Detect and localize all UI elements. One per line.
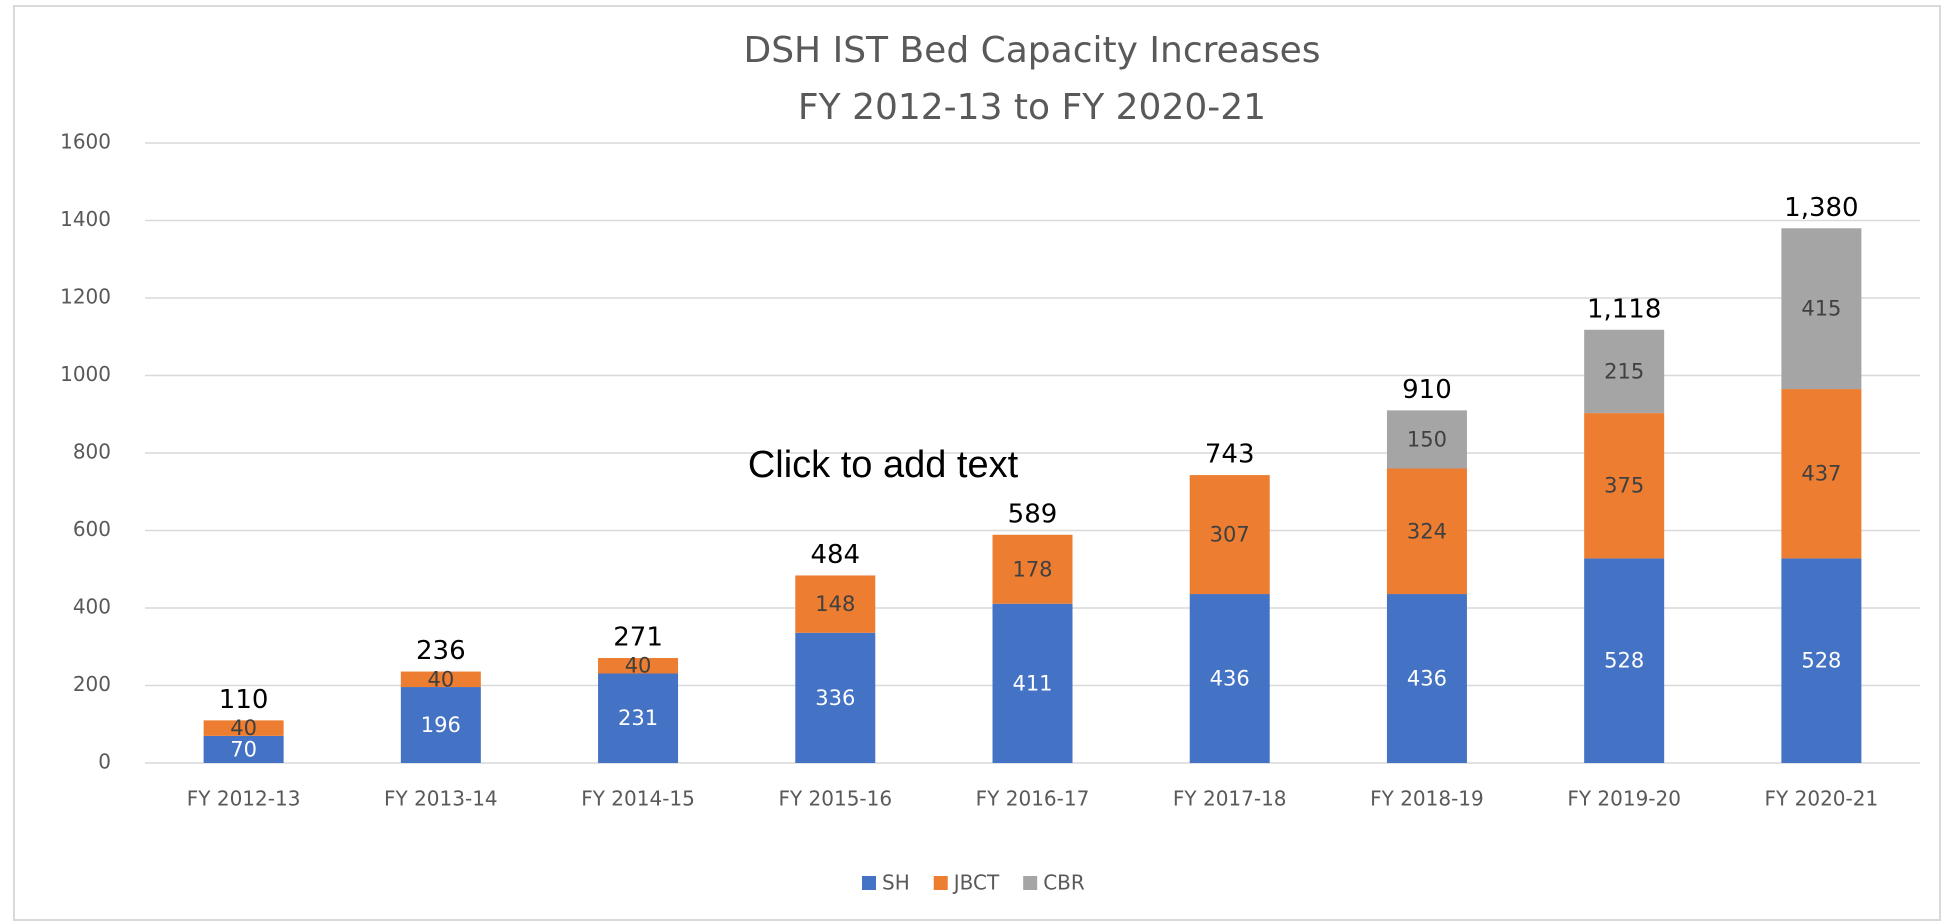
- data-label: 436: [1407, 667, 1447, 691]
- x-tick-label: FY 2015-16: [778, 787, 892, 811]
- x-tick-label: FY 2020-21: [1765, 787, 1879, 811]
- legend-label: CBR: [1043, 871, 1085, 895]
- x-tick-label: FY 2019-20: [1567, 787, 1681, 811]
- bar-segment: [400, 687, 481, 763]
- data-label: 215: [1604, 359, 1644, 383]
- data-label: 307: [1210, 523, 1250, 547]
- bar-segment: [1386, 594, 1467, 763]
- data-label: 436: [1210, 667, 1250, 691]
- data-label: 231: [618, 706, 658, 730]
- chart-subtitle: FY 2012-13 to FY 2020-21: [798, 87, 1266, 128]
- x-tick-label: FY 2012-13: [187, 787, 301, 811]
- x-tick-label: FY 2017-18: [1173, 787, 1287, 811]
- y-tick-label: 1600: [60, 130, 111, 154]
- total-label: 236: [416, 636, 466, 666]
- bar-segment: [795, 575, 876, 633]
- data-label: 40: [230, 716, 257, 740]
- bar-segment: [1584, 558, 1665, 763]
- total-label: 484: [810, 540, 860, 570]
- y-tick-label: 400: [73, 595, 111, 619]
- total-label: 1,380: [1784, 193, 1858, 223]
- y-tick-label: 1200: [60, 285, 111, 309]
- bar-segment: [1584, 329, 1665, 414]
- data-label: 40: [427, 667, 454, 691]
- data-label: 336: [815, 686, 855, 710]
- x-tick-label: FY 2018-19: [1370, 787, 1484, 811]
- y-tick-label: 200: [73, 672, 111, 696]
- chart-title: DSH IST Bed Capacity Increases: [743, 30, 1320, 71]
- bar-segment: [1386, 468, 1467, 595]
- data-label: 528: [1801, 649, 1841, 673]
- data-label: 528: [1604, 649, 1644, 673]
- legend-swatch: [933, 876, 948, 890]
- data-label: 178: [1012, 557, 1052, 581]
- bar-segment: [598, 673, 679, 763]
- data-label: 437: [1801, 462, 1841, 486]
- bar-segment: [1781, 228, 1862, 390]
- bar-segment: [992, 534, 1073, 604]
- y-tick-label: 800: [73, 440, 111, 464]
- x-tick-label: FY 2016-17: [976, 787, 1090, 811]
- total-label: 910: [1402, 375, 1452, 405]
- plot-area: 0 200 400 600 800 1000 1200 1400 1600 FY 2012-13 7…: [60, 130, 1920, 895]
- bar-segment: [1386, 410, 1467, 469]
- legend-swatch: [1023, 876, 1038, 890]
- bar-segment: [1781, 558, 1862, 763]
- data-label: 148: [815, 592, 855, 616]
- bar-segment: [400, 671, 481, 688]
- bar-segment: [598, 657, 679, 674]
- x-tick-label: FY 2013-14: [384, 787, 498, 811]
- data-label: 375: [1604, 474, 1644, 498]
- bar-segment: [1189, 594, 1270, 763]
- total-label: 743: [1205, 440, 1255, 470]
- legend-label: SH: [882, 871, 910, 895]
- total-label: 1,118: [1587, 294, 1661, 324]
- data-label: 196: [421, 713, 461, 737]
- total-label: 589: [1008, 499, 1058, 529]
- y-tick-label: 1400: [60, 207, 111, 231]
- annotation[interactable]: Click to add text: [748, 444, 1019, 486]
- legend-swatch: [862, 876, 876, 890]
- y-tick-label: 1000: [60, 362, 111, 386]
- y-tick-label: 0: [98, 750, 111, 774]
- bar-segment: [1584, 413, 1665, 559]
- y-tick-label: 600: [73, 517, 111, 541]
- bar-segment: [203, 720, 284, 736]
- total-label: 271: [613, 622, 663, 652]
- legend-label: JBCT: [952, 871, 1000, 895]
- data-label: 40: [625, 654, 652, 678]
- data-label: 70: [230, 737, 257, 761]
- data-label: 324: [1407, 519, 1447, 543]
- data-label: 411: [1012, 671, 1052, 695]
- x-tick-label: FY 2014-15: [581, 787, 695, 811]
- bar-segment: [1781, 389, 1862, 559]
- bar-segment: [795, 632, 876, 763]
- bar-segment: [1189, 475, 1270, 595]
- bar-segment: [992, 603, 1073, 763]
- total-label: 110: [219, 685, 269, 715]
- data-label: 150: [1407, 427, 1447, 451]
- bar-segment: [203, 735, 284, 763]
- data-label: 415: [1801, 297, 1841, 321]
